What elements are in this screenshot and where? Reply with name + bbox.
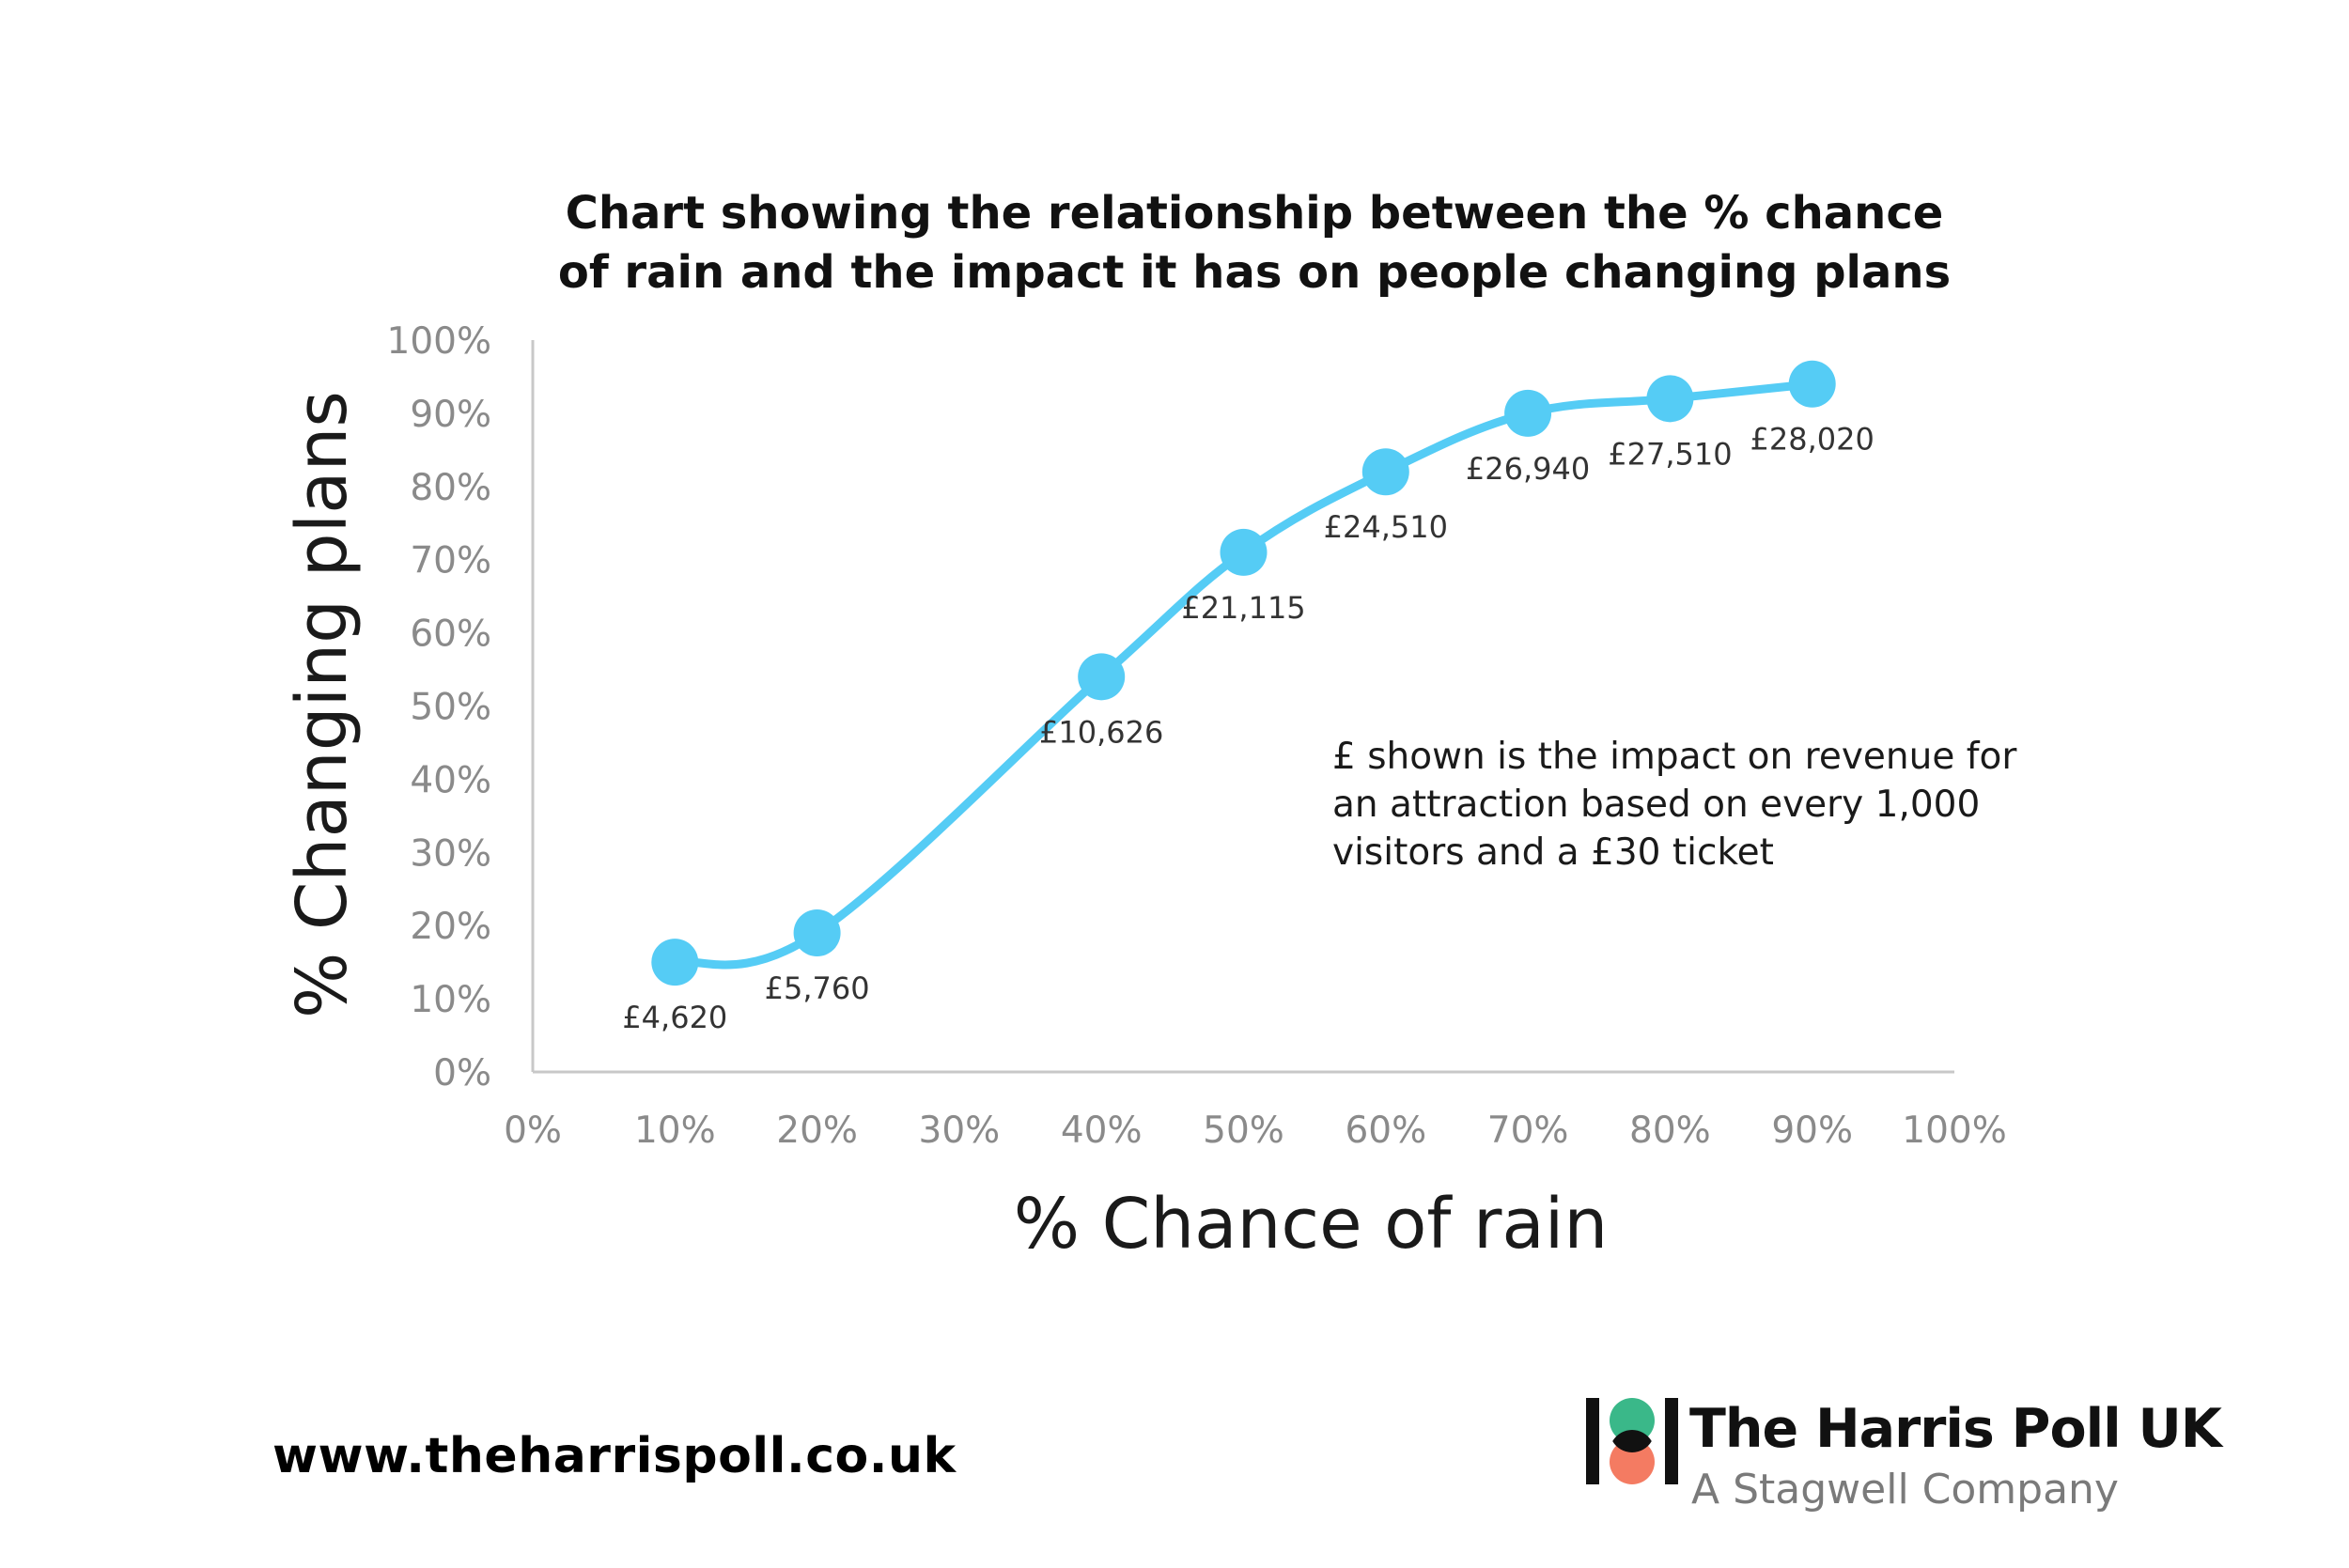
brand-name: The Harris Poll UK xyxy=(1689,1398,2222,1460)
data-point xyxy=(1361,448,1409,496)
data-label: £5,760 xyxy=(765,970,870,1006)
x-tick-label: 60% xyxy=(1345,1110,1426,1152)
y-tick-label: 20% xyxy=(410,906,491,948)
x-tick-label: 0% xyxy=(504,1110,562,1152)
logo-overlap xyxy=(1612,1429,1652,1453)
chart-title-line-2: of rain and the impact it has on people … xyxy=(557,246,1952,299)
annotation-line-1: £ shown is the impact on revenue for xyxy=(1332,736,2017,778)
y-axis-title: % Changing plans xyxy=(282,391,363,1018)
y-tick-labels: 0% 10% 20% 30% 40% 50% 60% 70% 80% 90% 100% xyxy=(387,320,492,1094)
x-tick-label: 30% xyxy=(919,1110,1001,1152)
data-point xyxy=(1788,360,1836,408)
data-labels: £4,620 £5,760 £10,626 £21,115 £24,510 £26,940… xyxy=(622,422,1875,1035)
x-tick-label: 90% xyxy=(1771,1110,1853,1152)
x-tick-label: 50% xyxy=(1203,1110,1284,1152)
y-tick-label: 90% xyxy=(410,394,491,436)
chart-title: Chart showing the relationship between t… xyxy=(0,184,2349,303)
data-label: £10,626 xyxy=(1039,714,1163,750)
x-tick-label: 70% xyxy=(1487,1110,1569,1152)
chart-title-line-1: Chart showing the relationship between t… xyxy=(565,187,1944,240)
x-tick-label: 10% xyxy=(634,1110,716,1152)
x-tick-label: 40% xyxy=(1061,1110,1143,1152)
data-point xyxy=(1078,653,1126,701)
data-point xyxy=(793,908,841,956)
logo-bar-right xyxy=(1665,1398,1678,1484)
y-tick-label: 0% xyxy=(433,1052,491,1094)
data-label: £26,940 xyxy=(1466,451,1590,487)
x-tick-labels: 0% 10% 20% 30% 40% 50% 60% 70% 80% 90% 100% xyxy=(504,1110,2007,1152)
data-points xyxy=(651,360,1836,986)
y-tick-label: 100% xyxy=(387,320,492,363)
logo-circle-coral xyxy=(1610,1439,1655,1484)
y-tick-label: 70% xyxy=(410,540,491,582)
y-tick-label: 80% xyxy=(410,467,491,509)
data-point xyxy=(1646,375,1694,423)
data-label: £28,020 xyxy=(1750,422,1875,458)
harris-poll-logo-icon xyxy=(1586,1398,1678,1484)
data-point xyxy=(1220,528,1268,576)
website-url[interactable]: www.theharrispoll.co.uk xyxy=(272,1428,957,1484)
annotation-line-2: an attraction based on every 1,000 xyxy=(1332,784,1981,826)
y-tick-label: 30% xyxy=(410,832,491,875)
annotation-line-3: visitors and a £30 ticket xyxy=(1332,831,1774,874)
x-tick-label: 80% xyxy=(1629,1110,1711,1152)
data-label: £24,510 xyxy=(1324,509,1448,545)
x-axis-title: % Chance of rain xyxy=(1014,1184,1608,1265)
data-point xyxy=(1504,389,1552,437)
data-label: £21,115 xyxy=(1181,590,1305,626)
logo-circle-green xyxy=(1610,1398,1655,1443)
y-tick-label: 50% xyxy=(410,687,491,729)
revenue-annotation: £ shown is the impact on revenue for an … xyxy=(1332,733,2046,877)
data-label: £27,510 xyxy=(1608,436,1732,472)
x-tick-label: 100% xyxy=(1902,1110,2007,1152)
y-tick-label: 60% xyxy=(410,613,491,656)
harris-poll-brand: The Harris Poll UK A Stagwell Company xyxy=(1586,1398,2222,1529)
logo-bar-left xyxy=(1586,1398,1599,1484)
brand-tagline: A Stagwell Company xyxy=(1691,1466,2119,1514)
x-tick-label: 20% xyxy=(776,1110,858,1152)
y-tick-label: 40% xyxy=(410,759,491,801)
data-label: £4,620 xyxy=(622,1000,727,1035)
data-point xyxy=(651,939,699,986)
y-tick-label: 10% xyxy=(410,979,491,1021)
